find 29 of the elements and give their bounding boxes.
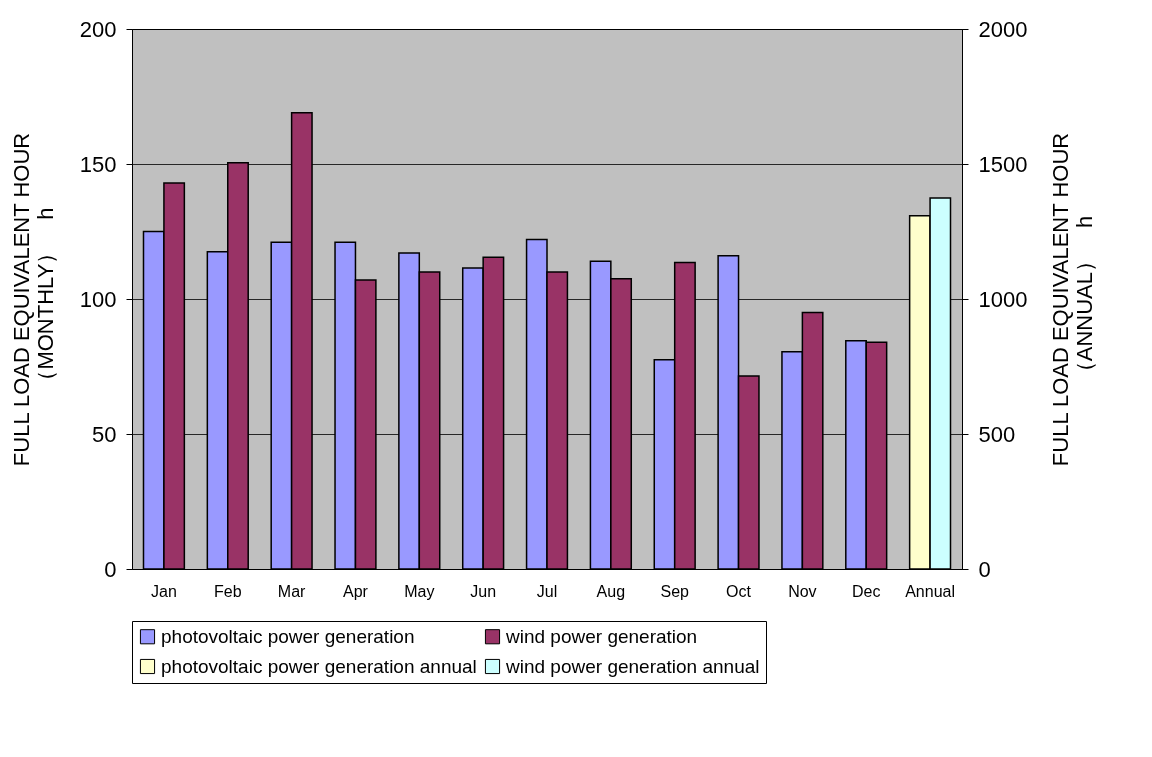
- y2-tick-label: 2000: [978, 16, 1028, 42]
- y-tick-label: 0: [104, 556, 117, 582]
- legend-label: photovoltaic power generation: [161, 625, 415, 647]
- x-tick-label: Oct: [726, 582, 752, 600]
- x-tick-label: Jul: [536, 582, 558, 600]
- y-tick-label: 50: [92, 421, 117, 447]
- y2-tick-label: 1000: [978, 286, 1028, 312]
- y-tick-label: 100: [79, 286, 117, 312]
- y2-tick-label: 1500: [978, 151, 1028, 177]
- legend-label: photovoltaic power generation annual: [161, 655, 477, 677]
- y2-tick-label: 500: [978, 421, 1016, 447]
- x-tick-label: Feb: [213, 582, 242, 600]
- y2-axis-title: FULL LOAD EQUIVALENT HOUR （ANNUAL） h: [1048, 132, 1098, 467]
- x-tick-label: Sep: [660, 582, 690, 600]
- x-tick-label: Nov: [788, 582, 817, 600]
- x-tick-label: Jan: [151, 582, 177, 600]
- legend-label: wind power generation: [505, 625, 698, 647]
- legend-label: wind power generation annual: [505, 655, 760, 677]
- x-tick-label: May: [404, 582, 435, 600]
- x-tick-label: Annual: [905, 582, 955, 600]
- x-tick-label: Apr: [343, 582, 369, 600]
- x-tick-label: Mar: [277, 582, 307, 600]
- y2-tick-label: 0: [978, 556, 991, 582]
- x-tick-label: Jun: [470, 582, 497, 600]
- y-tick-label: 200: [79, 16, 117, 42]
- x-tick-label: Dec: [852, 582, 881, 600]
- y-tick-label: 150: [79, 151, 117, 177]
- y-axis-title: FULL LOAD EQUIVALENT HOUR （MONTHLY） h: [8, 132, 58, 467]
- x-tick-label: Aug: [596, 582, 626, 600]
